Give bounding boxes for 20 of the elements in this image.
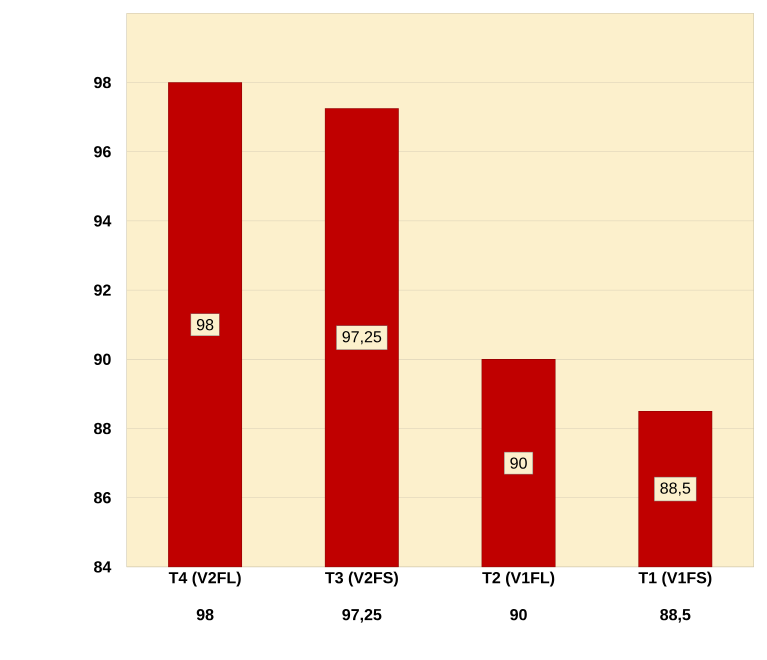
x-tick-label: T3 (V2FS)	[325, 571, 398, 586]
data-label: 98	[196, 608, 214, 620]
x-tick-label: T2 (V1FL)	[482, 571, 554, 586]
data-label: 97,25	[342, 608, 382, 622]
text: 97,25	[342, 330, 382, 344]
y-tick-label: 98	[94, 76, 111, 88]
text: 88,5	[660, 482, 690, 496]
text: 98	[196, 318, 214, 330]
y-tick-label: 90	[94, 354, 111, 365]
data-label: 90	[510, 608, 527, 620]
data-label: 88,5	[660, 608, 690, 622]
y-tick-label: 96	[94, 146, 111, 158]
x-tick-label: T4 (V2FL)	[168, 571, 241, 586]
text: 90	[510, 457, 527, 469]
y-tick-label: 86	[94, 492, 111, 504]
y-tick-label: 92	[94, 284, 111, 296]
y-tick-label: 94	[94, 215, 112, 226]
y-tick-label: 88	[94, 422, 111, 434]
x-tick-label: T1 (V1FS)	[638, 571, 712, 586]
y-tick-label: 84	[94, 561, 112, 572]
